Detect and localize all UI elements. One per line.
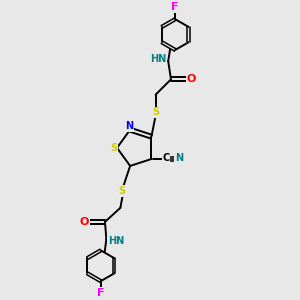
Text: S: S: [153, 107, 160, 117]
Text: S: S: [119, 186, 126, 196]
Text: F: F: [97, 288, 104, 298]
Text: N: N: [175, 153, 183, 164]
Text: S: S: [110, 143, 117, 153]
Text: HN: HN: [150, 54, 167, 64]
Text: O: O: [186, 74, 196, 84]
Text: F: F: [171, 2, 179, 12]
Text: HN: HN: [108, 236, 124, 246]
Text: N: N: [125, 122, 133, 131]
Text: C: C: [162, 153, 169, 164]
Text: O: O: [80, 217, 89, 227]
